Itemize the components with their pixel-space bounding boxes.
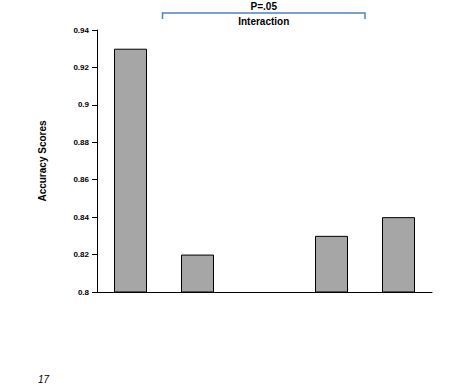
svg-text:P=.05: P=.05 bbox=[251, 1, 278, 12]
svg-text:0.8: 0.8 bbox=[78, 288, 90, 297]
svg-text:0.86: 0.86 bbox=[73, 175, 89, 184]
svg-text:0.94: 0.94 bbox=[73, 26, 89, 35]
svg-text:0.92: 0.92 bbox=[73, 63, 89, 72]
svg-text:Accuracy Scores: Accuracy Scores bbox=[37, 120, 48, 202]
svg-text:0.82: 0.82 bbox=[73, 250, 89, 259]
svg-text:0.88: 0.88 bbox=[73, 138, 89, 147]
svg-text:17: 17 bbox=[38, 374, 50, 385]
svg-text:Interaction: Interaction bbox=[238, 16, 289, 27]
svg-text:0.84: 0.84 bbox=[73, 213, 89, 222]
svg-text:0.9: 0.9 bbox=[78, 100, 90, 109]
